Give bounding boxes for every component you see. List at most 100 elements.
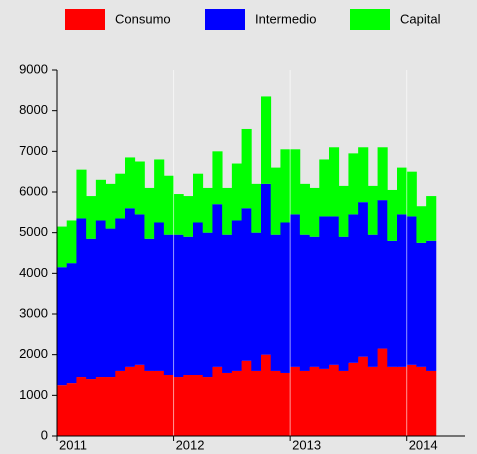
bar-segment (290, 149, 301, 215)
bar-segment (338, 236, 349, 371)
legend-swatch (205, 9, 245, 30)
bar-segment (406, 364, 417, 436)
bar-segment (309, 236, 320, 367)
bar-segment (358, 356, 369, 436)
bar-segment (66, 383, 77, 436)
y-tick-label: 6000 (19, 183, 48, 198)
bar-segment (212, 366, 223, 436)
bar-segment (134, 161, 145, 215)
bar-segment (358, 202, 369, 357)
bar-segment (212, 151, 223, 205)
bar-segment (261, 183, 272, 355)
bar-segment (154, 370, 165, 436)
bar-segment (86, 238, 97, 380)
bar-segment (241, 208, 252, 361)
bar-segment (66, 263, 77, 384)
bar-segment (134, 214, 145, 365)
bar-segment (241, 128, 252, 209)
y-tick-label: 2000 (19, 346, 48, 361)
bar-segment (348, 214, 359, 363)
bar-segment (329, 364, 340, 436)
legend-label: Capital (400, 11, 441, 26)
bar-segment (251, 370, 262, 436)
bar-segment (261, 354, 272, 436)
bar-segment (338, 370, 349, 436)
bar-segment (202, 377, 213, 436)
bar-segment (125, 366, 136, 436)
x-tick-label: 2011 (59, 437, 87, 452)
bar-segment (299, 370, 310, 436)
bar-segment (193, 375, 204, 436)
bar-segment (358, 147, 369, 203)
legend-swatch (65, 9, 105, 30)
bar-segment (144, 187, 155, 239)
bar-segment (212, 204, 223, 367)
bar-segment (183, 375, 194, 436)
bar-segment (387, 240, 398, 367)
bar-segment (231, 163, 242, 221)
bar-segment (222, 372, 233, 436)
bar-segment (251, 183, 262, 233)
bar-segment (125, 157, 136, 209)
x-tick-label: 2014 (409, 437, 438, 452)
bar-segment (367, 366, 378, 436)
bar-segment (299, 183, 310, 235)
bar-segment (115, 370, 126, 436)
bar-segment (397, 366, 408, 436)
bar-segment (95, 220, 106, 378)
y-tick-label: 5000 (19, 224, 48, 239)
bar-segment (154, 159, 165, 223)
bar-segment (57, 267, 68, 386)
bar-segment (57, 385, 68, 436)
bar-segment (86, 196, 97, 239)
bar-segment (387, 366, 398, 436)
bar-segment (173, 194, 184, 235)
bar-segment (251, 232, 262, 371)
bar-segment (76, 169, 87, 219)
y-tick-label: 8000 (19, 102, 48, 117)
bar-segment (348, 153, 359, 215)
bar-segment (426, 370, 437, 436)
bar-segment (280, 149, 291, 223)
bar-segment (309, 187, 320, 237)
bar-segment (202, 187, 213, 233)
bar-segment (222, 234, 233, 373)
bar-segment (76, 377, 87, 436)
bar-segment (173, 377, 184, 436)
y-tick-label: 0 (41, 427, 48, 442)
bar-segment (319, 216, 330, 369)
bar-segment (367, 234, 378, 367)
bar-segment (309, 366, 320, 436)
bar-segment (416, 206, 427, 243)
bar-segment (86, 379, 97, 436)
bar-segment (105, 183, 116, 229)
bar-segment (261, 96, 272, 184)
bar-segment (387, 189, 398, 241)
bar-segment (319, 159, 330, 217)
legend-label: Intermedio (255, 11, 316, 26)
bar-segment (406, 171, 417, 217)
bar-segment (115, 173, 126, 219)
bar-segment (329, 216, 340, 365)
bar-segment (163, 234, 174, 375)
bar-segment (115, 218, 126, 371)
bar-segment (125, 208, 136, 367)
bar-segment (377, 200, 388, 349)
bar-segment (154, 222, 165, 371)
y-tick-label: 1000 (19, 387, 48, 402)
bar-segment (231, 370, 242, 436)
bar-segment (231, 220, 242, 371)
bar-segment (57, 226, 68, 268)
bar-segment (416, 366, 427, 436)
bar-segment (348, 362, 359, 436)
bar-segment (406, 216, 417, 365)
bar-segment (66, 220, 77, 264)
bar-segment (270, 167, 281, 235)
bar-segment (377, 147, 388, 201)
bar-segment (105, 228, 116, 378)
bar-segment (193, 222, 204, 375)
bar-segment (95, 377, 106, 436)
x-tick-label: 2013 (292, 437, 321, 452)
legend-swatch (350, 9, 390, 30)
